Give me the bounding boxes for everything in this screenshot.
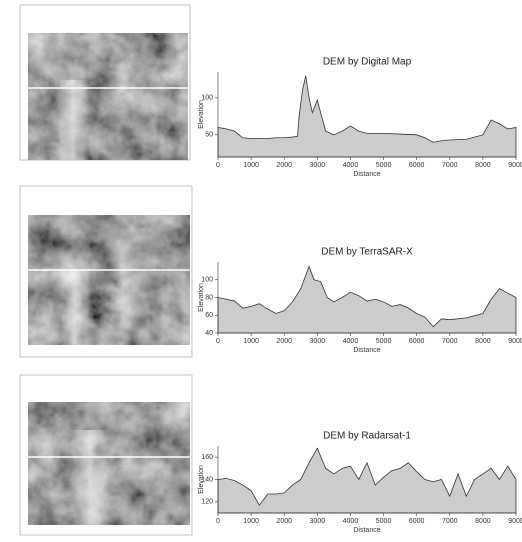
x-tick-label: 6000: [409, 518, 425, 525]
x-tick-label: 7000: [442, 338, 458, 345]
area: [217, 75, 517, 158]
x-axis-label: Distance: [353, 347, 380, 354]
y-tick-label: 100: [201, 277, 213, 284]
x-tick-label: 9000: [508, 518, 522, 525]
dem-image-3: [19, 374, 193, 536]
dem-image-2: [19, 185, 193, 358]
x-tick-label: 4000: [343, 518, 359, 525]
y-tick-label: 140: [201, 476, 213, 483]
dem-image-1: [19, 4, 191, 161]
x-tick-label: 8000: [475, 518, 491, 525]
x-tick-label: 5000: [376, 518, 392, 525]
y-tick-label: 40: [205, 330, 213, 337]
y-tick-label: 100: [201, 95, 213, 102]
area: [217, 265, 517, 334]
y-tick-label: 80: [205, 294, 213, 301]
x-tick-label: 0: [216, 162, 220, 169]
chart-title: DEM by TerraSAR-X: [321, 247, 413, 258]
x-tick-label: 2000: [276, 518, 292, 525]
x-tick-label: 1000: [243, 162, 259, 169]
x-tick-label: 2000: [276, 338, 292, 345]
chart-title: DEM by Digital Map: [323, 57, 412, 68]
x-tick-label: 6000: [409, 338, 425, 345]
y-axis-label: Elevation: [198, 100, 205, 129]
x-tick-label: 8000: [475, 162, 491, 169]
x-tick-label: 0: [216, 518, 220, 525]
y-tick-label: 60: [205, 312, 213, 319]
x-tick-label: 9000: [508, 338, 522, 345]
area: [217, 447, 517, 514]
x-tick-label: 7000: [442, 518, 458, 525]
x-tick-label: 5000: [376, 338, 392, 345]
x-tick-label: 3000: [310, 338, 326, 345]
x-tick-label: 1000: [243, 518, 259, 525]
x-tick-label: 9000: [508, 162, 522, 169]
y-axis-label: Elevation: [198, 283, 205, 312]
chart-title: DEM by Radarsat-1: [323, 431, 411, 442]
x-tick-label: 1000: [243, 338, 259, 345]
x-tick-label: 4000: [343, 338, 359, 345]
x-tick-label: 4000: [343, 162, 359, 169]
x-axis-label: Distance: [353, 527, 380, 534]
x-axis-label: Distance: [353, 171, 380, 178]
x-tick-label: 2000: [276, 162, 292, 169]
x-tick-label: 8000: [475, 338, 491, 345]
y-tick-label: 50: [205, 132, 213, 139]
x-tick-label: 6000: [409, 162, 425, 169]
x-tick-label: 5000: [376, 162, 392, 169]
y-tick-label: 120: [201, 499, 213, 506]
y-axis-label: Elevation: [198, 465, 205, 494]
x-tick-label: 3000: [310, 518, 326, 525]
x-tick-label: 3000: [310, 162, 326, 169]
x-tick-label: 0: [216, 338, 220, 345]
x-tick-label: 7000: [442, 162, 458, 169]
y-tick-label: 160: [201, 454, 213, 461]
